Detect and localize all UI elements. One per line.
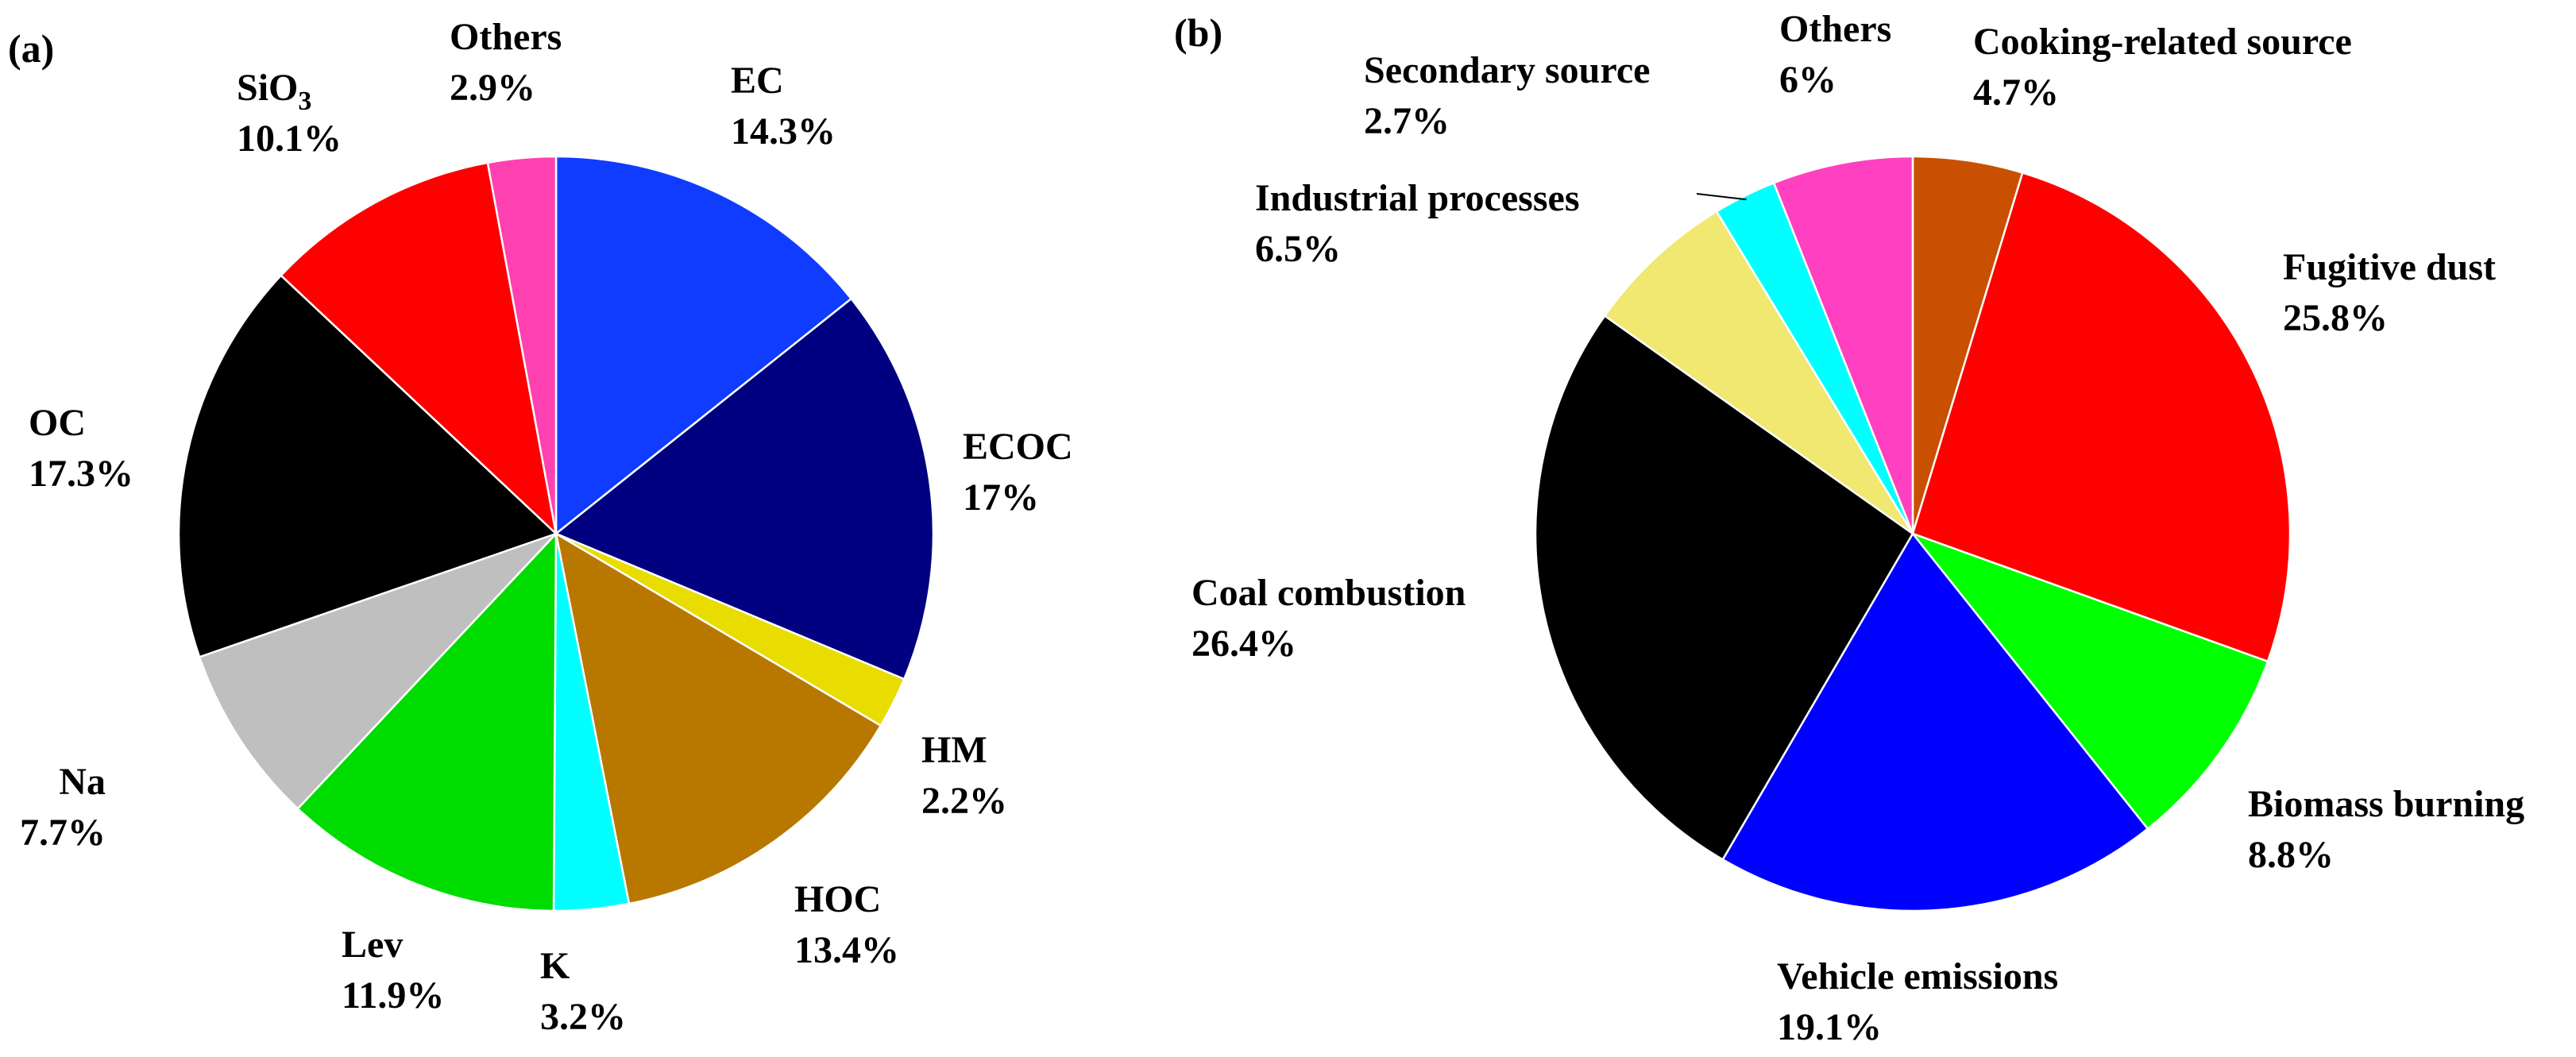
panel-label-a: (a) — [8, 26, 54, 71]
pie-a-value-others: 2.9% — [450, 67, 535, 109]
pie-b-value-secondary-source: 2.7% — [1364, 100, 1450, 142]
pie-a-value-oc: 17.3% — [29, 453, 133, 495]
pie-b-slice-fugitive-dust — [1911, 171, 2292, 663]
pie-b-value-biomass-burning: 8.8% — [2248, 834, 2334, 876]
pie-chart-a: (a) EC 14.3% ECOC 17% HM 2.2% HOC 13.4% K 3.2% Lev… — [8, 16, 1073, 1038]
pie-a-label-k: K — [540, 945, 570, 987]
pie-b-value-coal-combustion: 26.4% — [1191, 623, 1296, 665]
pie-a-value-k: 3.2% — [540, 996, 626, 1038]
pie-b-slice-vehicle-emissions — [1721, 531, 2149, 912]
pie-b-label-vehicle-emissions: Vehicle emissions — [1777, 955, 2058, 997]
pie-a-label-oc: OC — [29, 402, 86, 444]
pie-a-label-sio3: SiO3 — [237, 67, 311, 116]
pie-a-label-hm: HM — [921, 729, 987, 771]
pie-b-leader-line-secondary-source — [1696, 193, 1747, 201]
pie-a-slice-hoc — [554, 531, 882, 905]
panel-label-b: (b) — [1174, 10, 1222, 55]
pie-a-label-ecoc: ECOC — [963, 426, 1073, 468]
pie-b-labels: Cooking-related source 4.7% Fugitive dust 2… — [1191, 8, 2524, 1048]
pie-b-label-industrial-processes: Industrial processes — [1255, 177, 1580, 219]
pie-b-slice-biomass-burning — [1910, 531, 2269, 831]
pie-b-slice-industrial-processes — [1603, 210, 1914, 535]
pie-a-value-lev: 11.9% — [342, 974, 444, 1016]
pie-a-labels: EC 14.3% ECOC 17% HM 2.2% HOC 13.4% K 3.2% Lev 11.9… — [20, 16, 1073, 1038]
pie-b-slice-others — [1772, 155, 1914, 534]
pie-b-value-fugitive-dust: 25.8% — [2283, 297, 2388, 339]
pie-a-label-hoc: HOC — [794, 878, 881, 920]
pie-a-slice-oc — [177, 274, 558, 658]
pie-chart-b: (b) Cooking-related source 4.7% Fugitive d… — [1174, 8, 2524, 1048]
pie-b-label-coal-combustion: Coal combustion — [1191, 572, 1466, 614]
pie-a-label-others: Others — [450, 16, 562, 58]
pie-a-slices — [177, 155, 935, 912]
pie-b-label-secondary-source: Secondary source — [1364, 49, 1650, 91]
pie-a-value-ec: 14.3% — [731, 110, 836, 152]
pie-a-value-na: 7.7% — [20, 812, 106, 854]
pie-b-value-industrial-processes: 6.5% — [1255, 228, 1341, 270]
pie-b-value-cooking-related-source: 4.7% — [1973, 71, 2059, 114]
pie-a-slice-na — [198, 532, 557, 811]
pie-a-value-hm: 2.2% — [921, 780, 1007, 822]
pie-a-value-sio3: 10.1% — [237, 118, 342, 160]
pie-a-slice-ecoc — [554, 297, 935, 681]
pie-b-slices — [1534, 155, 2292, 912]
pie-b-slice-coal-combustion — [1534, 314, 1914, 862]
pie-b-label-biomass-burning: Biomass burning — [2248, 783, 2524, 825]
pie-b-value-vehicle-emissions: 19.1% — [1777, 1006, 1882, 1048]
pie-b-value-others: 6% — [1779, 59, 1836, 101]
pie-a-value-ecoc: 17% — [963, 476, 1039, 519]
pie-a-slice-others — [486, 155, 558, 534]
pie-a-slice-lev — [296, 530, 558, 912]
pie-a-label-ec: EC — [731, 60, 784, 102]
pie-a-label-lev: Lev — [342, 924, 403, 966]
pie-a-slice-sio3 — [279, 161, 558, 537]
pie-b-label-cooking-related-source: Cooking-related source — [1973, 21, 2352, 63]
pie-b-label-others: Others — [1779, 8, 1891, 50]
pie-a-label-na: Na — [59, 761, 106, 803]
pie-a-value-hoc: 13.4% — [794, 929, 899, 971]
pie-a-slice-ec — [554, 155, 853, 536]
pie-b-label-fugitive-dust: Fugitive dust — [2283, 246, 2496, 288]
